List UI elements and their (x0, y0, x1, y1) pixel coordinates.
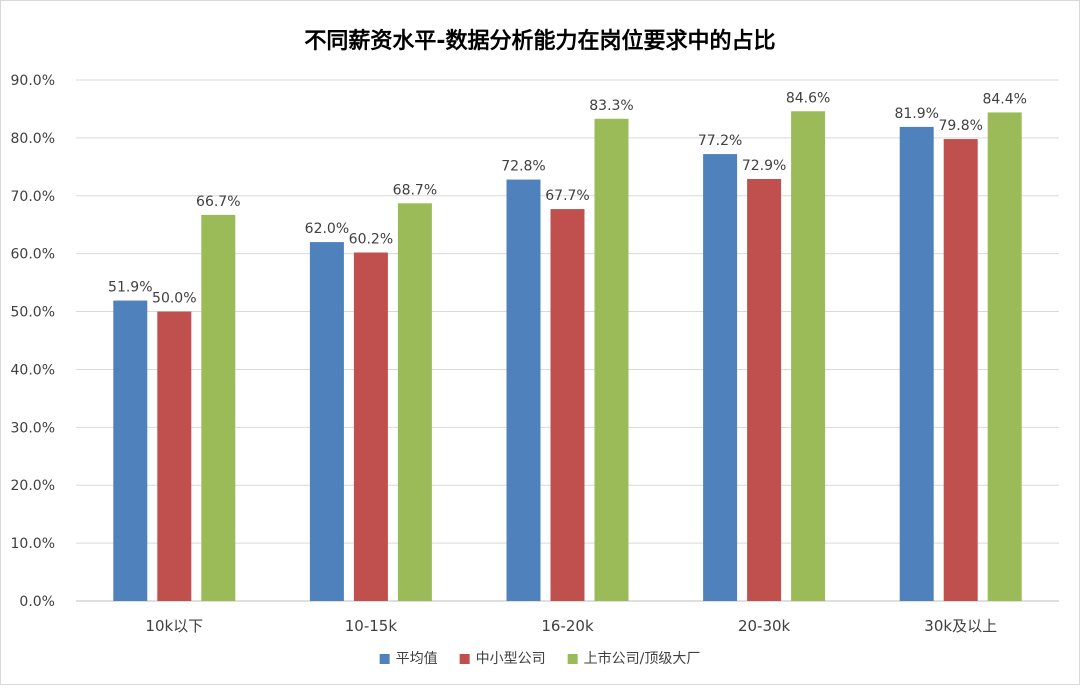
legend-label: 上市公司/顶级大厂 (584, 650, 701, 667)
legend-swatch (459, 654, 470, 664)
data-label: 72.9% (742, 158, 786, 174)
data-label: 81.9% (894, 106, 938, 122)
data-label: 66.7% (196, 194, 240, 210)
y-axis: 0.0% 10.0% 20.0% 30.0% 40.0% 50.0% 60.0% 70.0% 8… (11, 73, 55, 610)
bar (899, 126, 934, 601)
data-label: 50.0% (152, 291, 196, 307)
x-tick-label: 10-15k (345, 617, 398, 635)
y-tick-label: 70.0% (11, 189, 55, 205)
data-label: 84.4% (982, 91, 1026, 107)
data-label: 60.2% (349, 232, 393, 248)
x-tick-label: 10k以下 (145, 617, 203, 635)
x-tick-label: 16-20k (541, 617, 594, 635)
bar (397, 203, 432, 601)
legend-swatch (379, 654, 390, 664)
bar (201, 214, 236, 601)
y-tick-label: 10.0% (11, 536, 55, 552)
data-label: 68.7% (393, 182, 437, 198)
bar (594, 118, 629, 601)
bar (506, 179, 541, 601)
bar (353, 252, 388, 601)
legend-swatch (567, 654, 578, 664)
bar (113, 300, 148, 601)
bar (943, 139, 978, 601)
data-label: 77.2% (698, 133, 742, 149)
y-tick-label: 80.0% (11, 131, 55, 147)
legend-label: 平均值 (396, 651, 438, 667)
y-tick-label: 60.0% (11, 247, 55, 263)
data-label: 84.6% (786, 90, 830, 106)
data-label: 79.8% (938, 118, 982, 134)
x-tick-label: 20-30k (738, 617, 791, 635)
x-axis: 10k以下 10-15k 16-20k 20-30k 30k及以上 (145, 617, 997, 635)
bars (113, 111, 1022, 602)
data-labels: 51.9%50.0% 66.7% 62.0%60.2% 68.7% 72.8%67.7%… (108, 90, 1027, 306)
data-label: 51.9% (108, 280, 152, 296)
data-label: 62.0% (305, 221, 349, 237)
y-tick-label: 40.0% (11, 362, 55, 378)
y-tick-label: 0.0% (19, 594, 55, 610)
data-label: 83.3% (589, 98, 633, 114)
data-label: 72.8% (501, 159, 545, 175)
data-label: 67.7% (545, 188, 589, 204)
y-tick-label: 20.0% (11, 478, 55, 494)
legend: 平均值 中小型公司 上市公司/顶级大厂 (379, 650, 701, 667)
bar (747, 178, 782, 602)
x-tick-label: 30k及以上 (924, 617, 997, 635)
chart-title: 不同薪资水平-数据分析能力在岗位要求中的占比 (304, 28, 775, 54)
legend-label: 中小型公司 (476, 651, 546, 667)
bar (309, 242, 344, 602)
bar (791, 111, 826, 601)
y-tick-label: 90.0% (11, 73, 55, 89)
bar (550, 209, 585, 601)
y-tick-label: 30.0% (11, 420, 55, 436)
bar (987, 112, 1022, 601)
y-tick-label: 50.0% (11, 305, 55, 321)
bar (703, 154, 738, 601)
bar (157, 311, 192, 601)
